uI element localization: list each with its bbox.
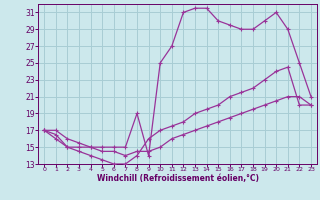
X-axis label: Windchill (Refroidissement éolien,°C): Windchill (Refroidissement éolien,°C) bbox=[97, 174, 259, 183]
